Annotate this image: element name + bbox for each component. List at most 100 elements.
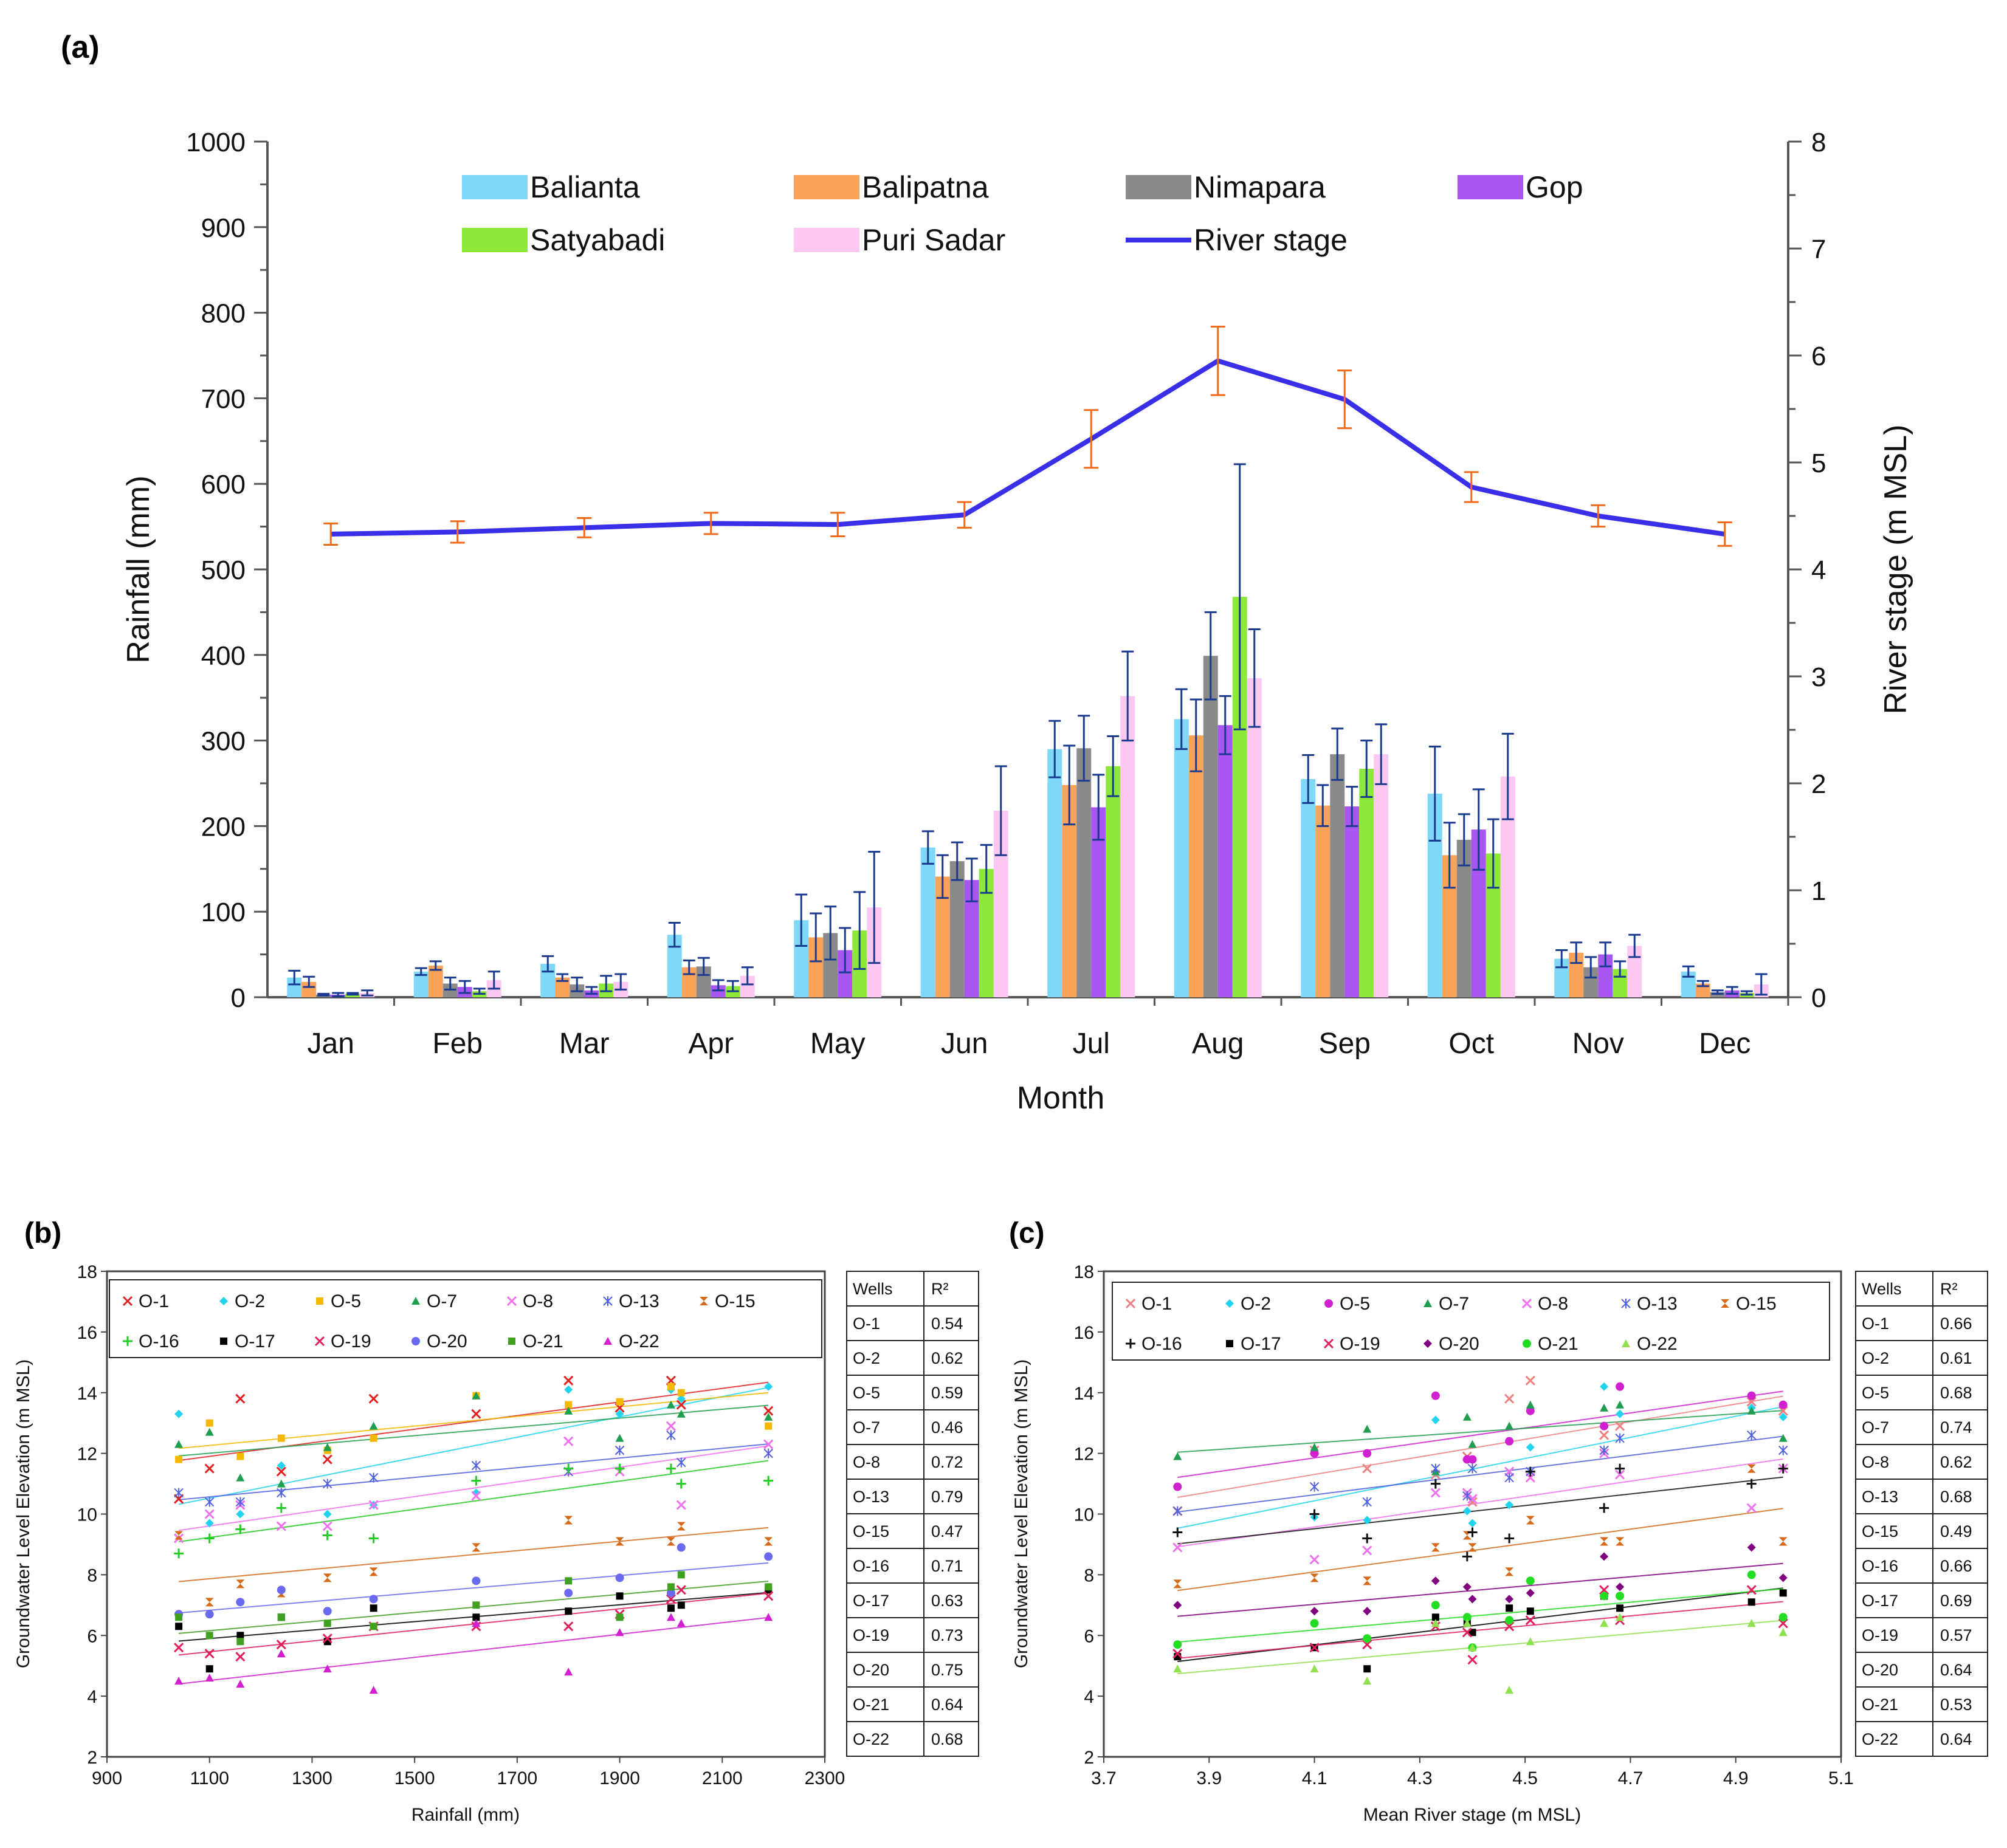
a-y-tick-label: 800 — [201, 299, 246, 329]
pc-legend-marker-o-8 — [1521, 1298, 1532, 1309]
a-bar-balipatna — [1188, 735, 1203, 997]
pb-point-o-16 — [763, 1475, 774, 1486]
pb-table-cell — [923, 1548, 979, 1584]
pb-table-r2: 0.79 — [931, 1488, 963, 1506]
pc-point-o-16 — [1362, 1533, 1372, 1544]
pb-table-r2: 0.68 — [931, 1730, 963, 1748]
pb-legend-marker-o-17 — [220, 1338, 227, 1345]
pb-x-tick-label: 1100 — [190, 1768, 229, 1788]
a-legend-label-balipatna: Balipatna — [862, 170, 989, 204]
pc-legend-marker-o-13 — [1621, 1299, 1631, 1308]
pb-legend-marker-o-7 — [411, 1297, 420, 1305]
pc-point-o-15 — [1616, 1537, 1625, 1546]
a-y2-tick-label: 2 — [1811, 769, 1826, 799]
pc-trendline-o-1 — [1177, 1395, 1783, 1498]
pc-legend-marker-o-1 — [1125, 1298, 1136, 1309]
pc-point-o-21 — [1363, 1634, 1372, 1643]
pc-point-o-1 — [1778, 1406, 1788, 1416]
pb-point-o-13 — [277, 1488, 286, 1498]
pb-point-o-8 — [666, 1421, 676, 1431]
pb-point-o-8 — [204, 1509, 215, 1519]
pb-point-o-21 — [277, 1613, 285, 1621]
pc-legend-marker-o-20 — [1423, 1339, 1432, 1348]
pb-point-o-1 — [563, 1375, 574, 1386]
pb-point-o-16 — [322, 1530, 332, 1541]
pc-point-o-13 — [1778, 1445, 1788, 1455]
pb-table-cell — [923, 1271, 979, 1307]
pc-table-well: O-15 — [1862, 1522, 1898, 1541]
pc-point-o-20 — [1431, 1576, 1440, 1585]
pc-point-o-7 — [1616, 1400, 1625, 1409]
a-bar-balianta — [920, 847, 935, 997]
a-legend-label-nimapara: Nimapara — [1194, 170, 1326, 204]
pc-table-cell — [1932, 1513, 1988, 1549]
pc-point-o-13 — [1309, 1482, 1320, 1492]
pb-legend-label-o-20: O-20 — [427, 1331, 467, 1352]
pb-point-o-15 — [615, 1537, 624, 1546]
pc-y-tick-label: 18 — [1074, 1262, 1094, 1282]
pb-x-tick-label: 1300 — [292, 1768, 332, 1788]
pc-x-tick-label: 4.3 — [1407, 1768, 1433, 1788]
a-x-tick-label: Mar — [559, 1028, 610, 1060]
pb-point-o-2 — [564, 1385, 573, 1394]
a-legend-label-puri-sadar: Puri Sadar — [862, 223, 1005, 257]
pc-point-o-7 — [1363, 1424, 1372, 1433]
pb-point-o-7 — [676, 1409, 686, 1418]
pb-point-o-19 — [174, 1643, 184, 1653]
pb-table-r2: 0.46 — [931, 1418, 963, 1437]
pb-trendline-o-15 — [179, 1527, 769, 1582]
pc-point-o-21 — [1173, 1640, 1182, 1649]
pb-trendline-o-13 — [179, 1443, 769, 1500]
pb-point-o-19 — [204, 1649, 215, 1659]
pb-point-o-16 — [204, 1533, 215, 1544]
pc-point-o-17 — [1747, 1598, 1755, 1606]
pb-table-well: O-22 — [853, 1730, 889, 1748]
pc-point-o-21 — [1526, 1576, 1535, 1585]
a-x-tick-label: Apr — [688, 1028, 734, 1060]
pb-point-o-20 — [369, 1595, 378, 1604]
pb-point-o-17 — [667, 1604, 675, 1612]
pb-point-o-22 — [205, 1674, 214, 1682]
pb-table-header: Wells — [853, 1280, 893, 1298]
pc-table-cell — [1855, 1479, 1933, 1514]
pc-trendline-o-2 — [1177, 1406, 1783, 1529]
pc-point-o-20 — [1468, 1595, 1477, 1604]
pc-point-o-8 — [1615, 1469, 1625, 1480]
pb-point-o-22 — [369, 1686, 378, 1694]
pc-table-cell — [1932, 1721, 1988, 1757]
pb-point-o-15 — [236, 1579, 245, 1589]
pc-legend-label-o-2: O-2 — [1241, 1294, 1271, 1314]
pb-point-o-7 — [205, 1427, 214, 1436]
a-y2-tick-label: 3 — [1811, 662, 1826, 692]
pc-x-tick-label: 3.7 — [1091, 1768, 1117, 1788]
pb-legend-marker-o-8 — [506, 1296, 517, 1307]
pb-legend-marker-o-1 — [122, 1296, 133, 1307]
pc-legend-label-o-19: O-19 — [1340, 1334, 1380, 1354]
pb-table-cell — [923, 1444, 979, 1480]
pc-point-o-20 — [1778, 1573, 1788, 1582]
pc-point-o-19 — [1525, 1615, 1535, 1626]
pb-point-o-5 — [565, 1401, 573, 1409]
pc-point-o-5 — [1363, 1449, 1372, 1458]
pc-point-o-22 — [1778, 1628, 1788, 1637]
pb-point-o-13 — [174, 1488, 184, 1498]
pc-trendline-o-19 — [1177, 1601, 1783, 1659]
pc-legend-label-o-5: O-5 — [1340, 1294, 1370, 1314]
panel-c-label: (c) — [1009, 1217, 1045, 1249]
pb-point-o-15 — [764, 1537, 773, 1546]
pc-point-o-19 — [1467, 1655, 1478, 1665]
pb-table-r2: 0.54 — [931, 1314, 963, 1333]
pb-point-o-2 — [676, 1394, 686, 1403]
pc-table-cell — [1932, 1617, 1988, 1653]
pc-point-o-2 — [1363, 1516, 1372, 1525]
a-bar-balianta — [1174, 719, 1189, 997]
pb-point-o-21 — [205, 1632, 213, 1640]
pc-x-tick-label: 5.1 — [1828, 1768, 1854, 1788]
pb-y-tick-label: 4 — [87, 1687, 97, 1707]
pc-point-o-2 — [1462, 1506, 1472, 1516]
pb-point-o-13 — [471, 1460, 481, 1471]
pc-point-o-5 — [1600, 1421, 1609, 1431]
pc-point-o-5 — [1747, 1391, 1756, 1400]
pb-legend-label-o-2: O-2 — [235, 1291, 265, 1311]
